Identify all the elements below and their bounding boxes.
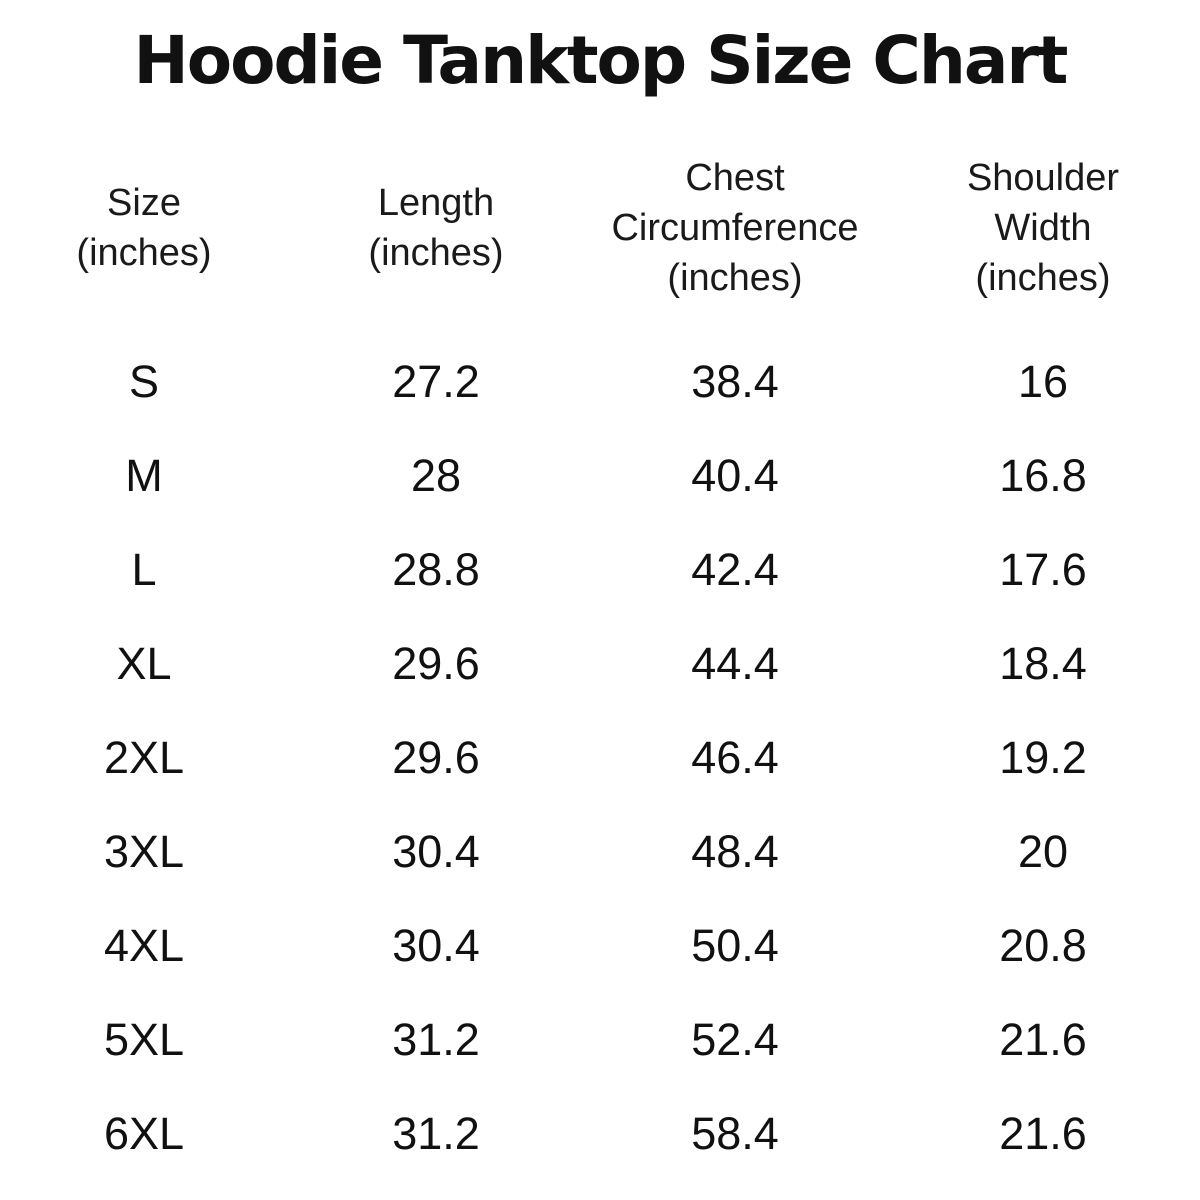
column-header-shoulder-width: Shoulder Width (inches) — [886, 103, 1200, 335]
table-body: S 27.2 38.4 16 M 28 40.4 16.8 L 28.8 42.… — [0, 335, 1200, 1181]
cell-shoulder: 16 — [1017, 356, 1069, 407]
table-row-m: M 28 40.4 16.8 — [0, 429, 1200, 523]
table-row-l: L 28.8 42.4 17.6 — [0, 523, 1200, 617]
cell-chest: 52.4 — [691, 1014, 779, 1065]
column-header-length: Length (inches) — [288, 103, 584, 335]
column-label: Size — [107, 181, 181, 224]
cell-length: 30.4 — [392, 826, 480, 877]
column-unit: (inches) — [667, 257, 803, 300]
cell-size: 4XL — [103, 920, 185, 971]
table-row-4xl: 4XL 30.4 50.4 20.8 — [0, 899, 1200, 993]
cell-chest: 50.4 — [691, 920, 779, 971]
cell-length: 30.4 — [392, 920, 480, 971]
table-row-3xl: 3XL 30.4 48.4 20 — [0, 805, 1200, 899]
table-row-xl: XL 29.6 44.4 18.4 — [0, 617, 1200, 711]
table-row-s: S 27.2 38.4 16 — [0, 335, 1200, 429]
column-label: Shoulder Width — [966, 156, 1120, 249]
column-header-chest-circumference: Chest Circumference (inches) — [584, 103, 886, 335]
cell-chest: 42.4 — [691, 544, 779, 595]
cell-chest: 44.4 — [691, 638, 779, 689]
size-chart-table: Size (inches) Length (inches) Chest Circ… — [0, 103, 1200, 1181]
column-unit: (inches) — [975, 257, 1111, 300]
cell-chest: 38.4 — [691, 356, 779, 407]
cell-chest: 48.4 — [691, 826, 779, 877]
cell-size: 3XL — [103, 826, 185, 877]
column-unit: (inches) — [76, 232, 212, 274]
cell-shoulder: 21.6 — [999, 1014, 1087, 1065]
cell-length: 29.6 — [392, 638, 480, 689]
cell-shoulder: 20.8 — [999, 920, 1087, 971]
cell-shoulder: 18.4 — [999, 638, 1087, 689]
cell-chest: 58.4 — [691, 1108, 779, 1159]
cell-size: 2XL — [103, 732, 185, 783]
cell-size: L — [131, 544, 157, 595]
cell-length: 29.6 — [392, 732, 480, 783]
cell-length: 28.8 — [392, 544, 480, 595]
column-unit: (inches) — [368, 232, 504, 274]
table-row-2xl: 2XL 29.6 46.4 19.2 — [0, 711, 1200, 805]
cell-shoulder: 20 — [1017, 826, 1069, 877]
table-header-row: Size (inches) Length (inches) Chest Circ… — [0, 103, 1200, 335]
column-header-size: Size (inches) — [0, 103, 288, 335]
cell-shoulder: 16.8 — [999, 450, 1087, 501]
table-row-5xl: 5XL 31.2 52.4 21.6 — [0, 993, 1200, 1087]
cell-shoulder: 21.6 — [999, 1108, 1087, 1159]
column-label: Chest Circumference — [611, 156, 859, 249]
cell-shoulder: 17.6 — [999, 544, 1087, 595]
cell-size: 5XL — [103, 1014, 185, 1065]
cell-chest: 46.4 — [691, 732, 779, 783]
cell-length: 28 — [410, 450, 462, 501]
cell-size: S — [128, 356, 159, 407]
cell-shoulder: 19.2 — [999, 732, 1087, 783]
cell-size: XL — [116, 638, 172, 689]
cell-length: 27.2 — [392, 356, 480, 407]
cell-chest: 40.4 — [691, 450, 779, 501]
table-header: Size (inches) Length (inches) Chest Circ… — [0, 103, 1200, 335]
cell-length: 31.2 — [392, 1014, 480, 1065]
page-title: Hoodie Tanktop Size Chart — [133, 22, 1069, 99]
cell-length: 31.2 — [392, 1108, 480, 1159]
cell-size: 6XL — [103, 1108, 185, 1159]
cell-size: M — [125, 450, 163, 501]
table-row-6xl: 6XL 31.2 58.4 21.6 — [0, 1087, 1200, 1181]
column-label: Length — [377, 181, 495, 224]
